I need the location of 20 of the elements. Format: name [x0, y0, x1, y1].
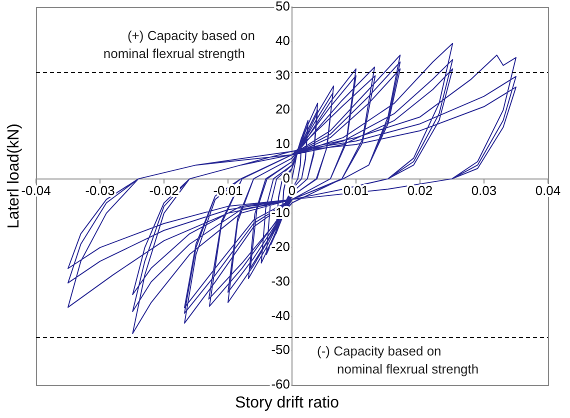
y-tick-label: -60 — [271, 376, 290, 392]
y-tick-label: 10 — [276, 136, 290, 152]
ref-line-label: (-) Capacity based on nominal flexrual strength — [317, 343, 479, 376]
y-axis-title: Laterl load(kN) — [5, 124, 22, 228]
y-tick-label: 50 — [276, 0, 290, 14]
ref-line-label: (+) Capacity based on nominal flexrual strength — [103, 28, 255, 61]
x-tick-label: 0.04 — [535, 182, 561, 198]
y-tick-label: 40 — [276, 32, 290, 48]
y-tick-label: 20 — [276, 102, 290, 117]
x-tick-label: 0.03 — [471, 182, 497, 198]
y-tick-label: 30 — [276, 67, 290, 82]
x-tick-label: -0.02 — [149, 182, 179, 198]
y-tick-label: -50 — [271, 342, 290, 358]
y-tick-label: -30 — [271, 273, 290, 288]
x-tick-label: 0.02 — [407, 182, 433, 198]
x-tick-label: -0.04 — [21, 182, 51, 198]
x-tick-label: -0.03 — [85, 182, 115, 198]
x-axis-title: Story drift ratio — [234, 394, 340, 412]
y-tick-label: -20 — [271, 239, 290, 254]
y-tick-label: -40 — [271, 308, 290, 323]
